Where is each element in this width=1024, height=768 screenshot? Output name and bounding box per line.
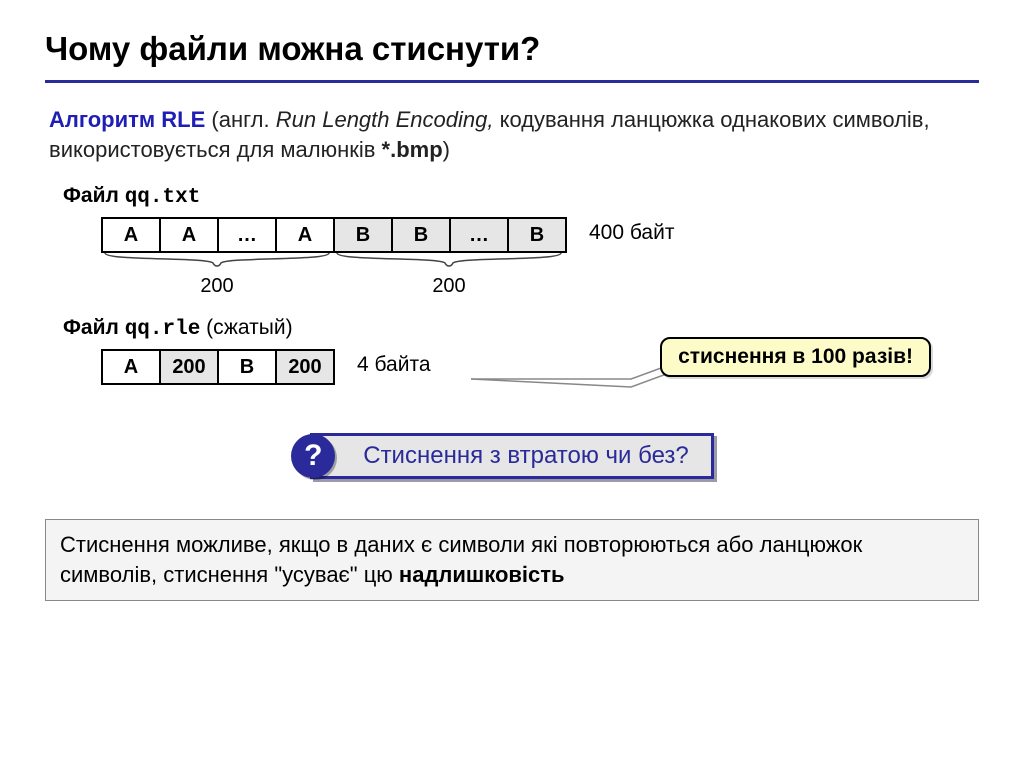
compression-callout: стиснення в 100 разів! [660,337,931,377]
question-text: Стиснення з втратою чи без? [363,442,689,469]
desc-eng: Run Length Encoding, [276,107,494,132]
file1-prefix: Файл [63,184,125,207]
file1-label: Файл qq.txt [63,184,979,209]
file2-cell: A [102,350,160,384]
brace-label: 200 [101,275,333,298]
question-row: ? Стиснення з втратою чи без? [45,433,979,479]
file1-name: qq.txt [125,186,201,209]
file2-size: 4 байта [357,353,431,377]
brace-icon [333,251,565,273]
question-box: ? Стиснення з втратою чи без? [310,433,714,479]
file2-suffix: (сжатый) [200,316,292,339]
file1-cell: B [392,218,450,252]
file2-prefix: Файл [63,316,125,339]
question-mark-icon: ? [291,434,335,478]
file1-cell: A [160,218,218,252]
file1-cell: A [276,218,334,252]
desc-p3: ) [443,137,450,162]
file1-cell: B [334,218,392,252]
file1-cell: B [508,218,566,252]
summary-box: Стиснення можливе, якщо в даних є символ… [45,519,979,600]
file2-name: qq.rle [125,318,201,341]
brace-icon [101,251,333,273]
summary-bold: надлишковість [399,562,565,587]
title-rule [45,80,979,83]
algorithm-description: Алгоритм RLE (англ. Run Length Encoding,… [45,105,979,164]
file1-cell: … [450,218,508,252]
file1-braces: 200200 [101,251,979,298]
file2-cell: 200 [160,350,218,384]
file2-cell: 200 [276,350,334,384]
file1-row: AA…ABB…B 400 байт [101,217,979,253]
file1-table: AA…ABB…B [101,217,567,253]
desc-bmp: *.bmp [382,137,443,162]
algo-name: Алгоритм RLE [49,107,205,132]
desc-p1: (англ. [205,107,275,132]
file2-row: A200B200 4 байта стиснення в 100 разів! [101,349,979,385]
file2-table: A200B200 [101,349,335,385]
brace-group: 200 [101,251,333,298]
brace-group: 200 [333,251,565,298]
file1-size: 400 байт [589,221,674,245]
file1-cell: A [102,218,160,252]
file2-cell: B [218,350,276,384]
slide-title: Чому файли можна стиснути? [45,30,979,68]
brace-label: 200 [333,275,565,298]
file1-cell: … [218,218,276,252]
